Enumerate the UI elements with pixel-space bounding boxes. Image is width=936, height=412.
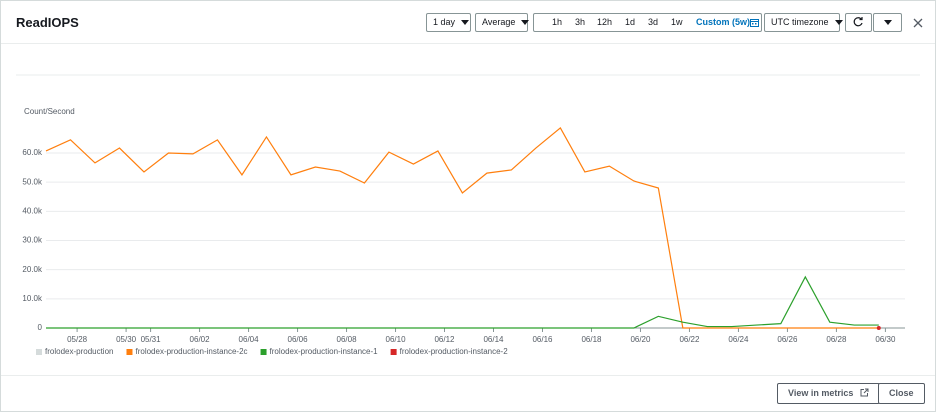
y-axis-label: Count/Second — [24, 107, 75, 116]
x-tick-label: 05/30 — [116, 335, 137, 344]
range-button[interactable]: 3h — [575, 17, 586, 27]
legend-swatch — [260, 349, 267, 355]
external-icon — [860, 388, 869, 397]
x-tick-label: 06/12 — [434, 335, 455, 344]
statistic-select[interactable]: Average — [475, 13, 530, 32]
calendar-icon — [750, 19, 759, 27]
caret — [834, 20, 843, 26]
y-tick-label: 40.0k — [22, 206, 43, 215]
divider — [1, 375, 935, 376]
close-label: Close — [889, 388, 914, 398]
range-button[interactable]: 1d — [625, 17, 636, 27]
series-line — [46, 275, 879, 329]
range-button[interactable]: 3d — [648, 17, 659, 27]
refresh-icon — [853, 17, 863, 27]
actions-button[interactable] — [873, 13, 902, 32]
range-button[interactable]: 1w — [671, 17, 683, 27]
y-tick-label: 30.0k — [22, 236, 43, 245]
x-tick-label: 06/06 — [288, 335, 309, 344]
caret — [883, 20, 892, 26]
x-tick-label: 06/02 — [190, 335, 211, 344]
view-in-metrics-button[interactable]: View in metrics — [777, 383, 880, 404]
y-tick-label: 0 — [38, 323, 43, 332]
range-button[interactable]: 1h — [552, 17, 563, 27]
range-button[interactable]: 12h — [597, 17, 613, 27]
x-tick-label: 06/04 — [239, 335, 260, 344]
x-tick-label: 06/30 — [875, 335, 896, 344]
y-tick-label: 20.0k — [22, 265, 43, 274]
x-tick-label: 05/28 — [67, 335, 88, 344]
caret — [521, 20, 530, 26]
statistic-label: Average — [482, 17, 516, 27]
x-tick-label: 06/20 — [630, 335, 651, 344]
x-tick-label: 06/14 — [483, 335, 504, 344]
x-tick-label: 06/10 — [386, 335, 407, 344]
x-tick-label: 06/16 — [532, 335, 553, 344]
x-tick-label: 06/24 — [728, 335, 749, 344]
y-tick-label: 50.0k — [22, 177, 43, 186]
view-label: View in metrics — [788, 388, 854, 398]
close-button[interactable]: Close — [878, 383, 925, 404]
timezone-select[interactable]: UTC timezone — [764, 13, 843, 32]
custom-range-button[interactable]: Custom (5w) — [696, 17, 750, 27]
y-tick-label: 10.0k — [22, 294, 43, 303]
x-tick-label: 06/28 — [826, 335, 847, 344]
x-tick-label: 05/31 — [141, 335, 162, 344]
close-icon[interactable] — [913, 18, 923, 28]
x-tick-label: 06/26 — [777, 335, 798, 344]
legend-swatch — [390, 349, 397, 355]
x-tick-label: 06/08 — [337, 335, 358, 344]
legend-label: frolodex-production — [45, 347, 113, 356]
chart: Count/Second 0 10.0k 20.0k 30.0k 40.0k 50.0k 6… — [16, 74, 920, 356]
period-select[interactable]: 1 day — [426, 13, 471, 32]
timezone-label: UTC timezone — [771, 17, 829, 27]
time-range: 1h 3h 12h 1d 3d 1w Custom (5w) — [533, 13, 762, 32]
y-tick-label: 60.0k — [22, 148, 43, 157]
legend-label: frolodex-production-instance-2 — [400, 347, 509, 356]
modal-title: ReadIOPS — [16, 15, 79, 30]
data-point — [876, 326, 881, 330]
legend-swatch — [36, 349, 42, 355]
period-label: 1 day — [433, 17, 456, 27]
divider — [1, 43, 935, 44]
legend-label: frolodex-production-instance-1 — [270, 347, 379, 356]
x-tick-label: 06/22 — [679, 335, 700, 344]
legend-label: frolodex-production-instance-2c — [135, 347, 247, 356]
series-line — [45, 126, 879, 329]
legend-swatch — [126, 349, 133, 355]
caret — [461, 20, 470, 26]
x-tick-label: 06/18 — [581, 335, 602, 344]
refresh-button[interactable] — [845, 13, 872, 32]
